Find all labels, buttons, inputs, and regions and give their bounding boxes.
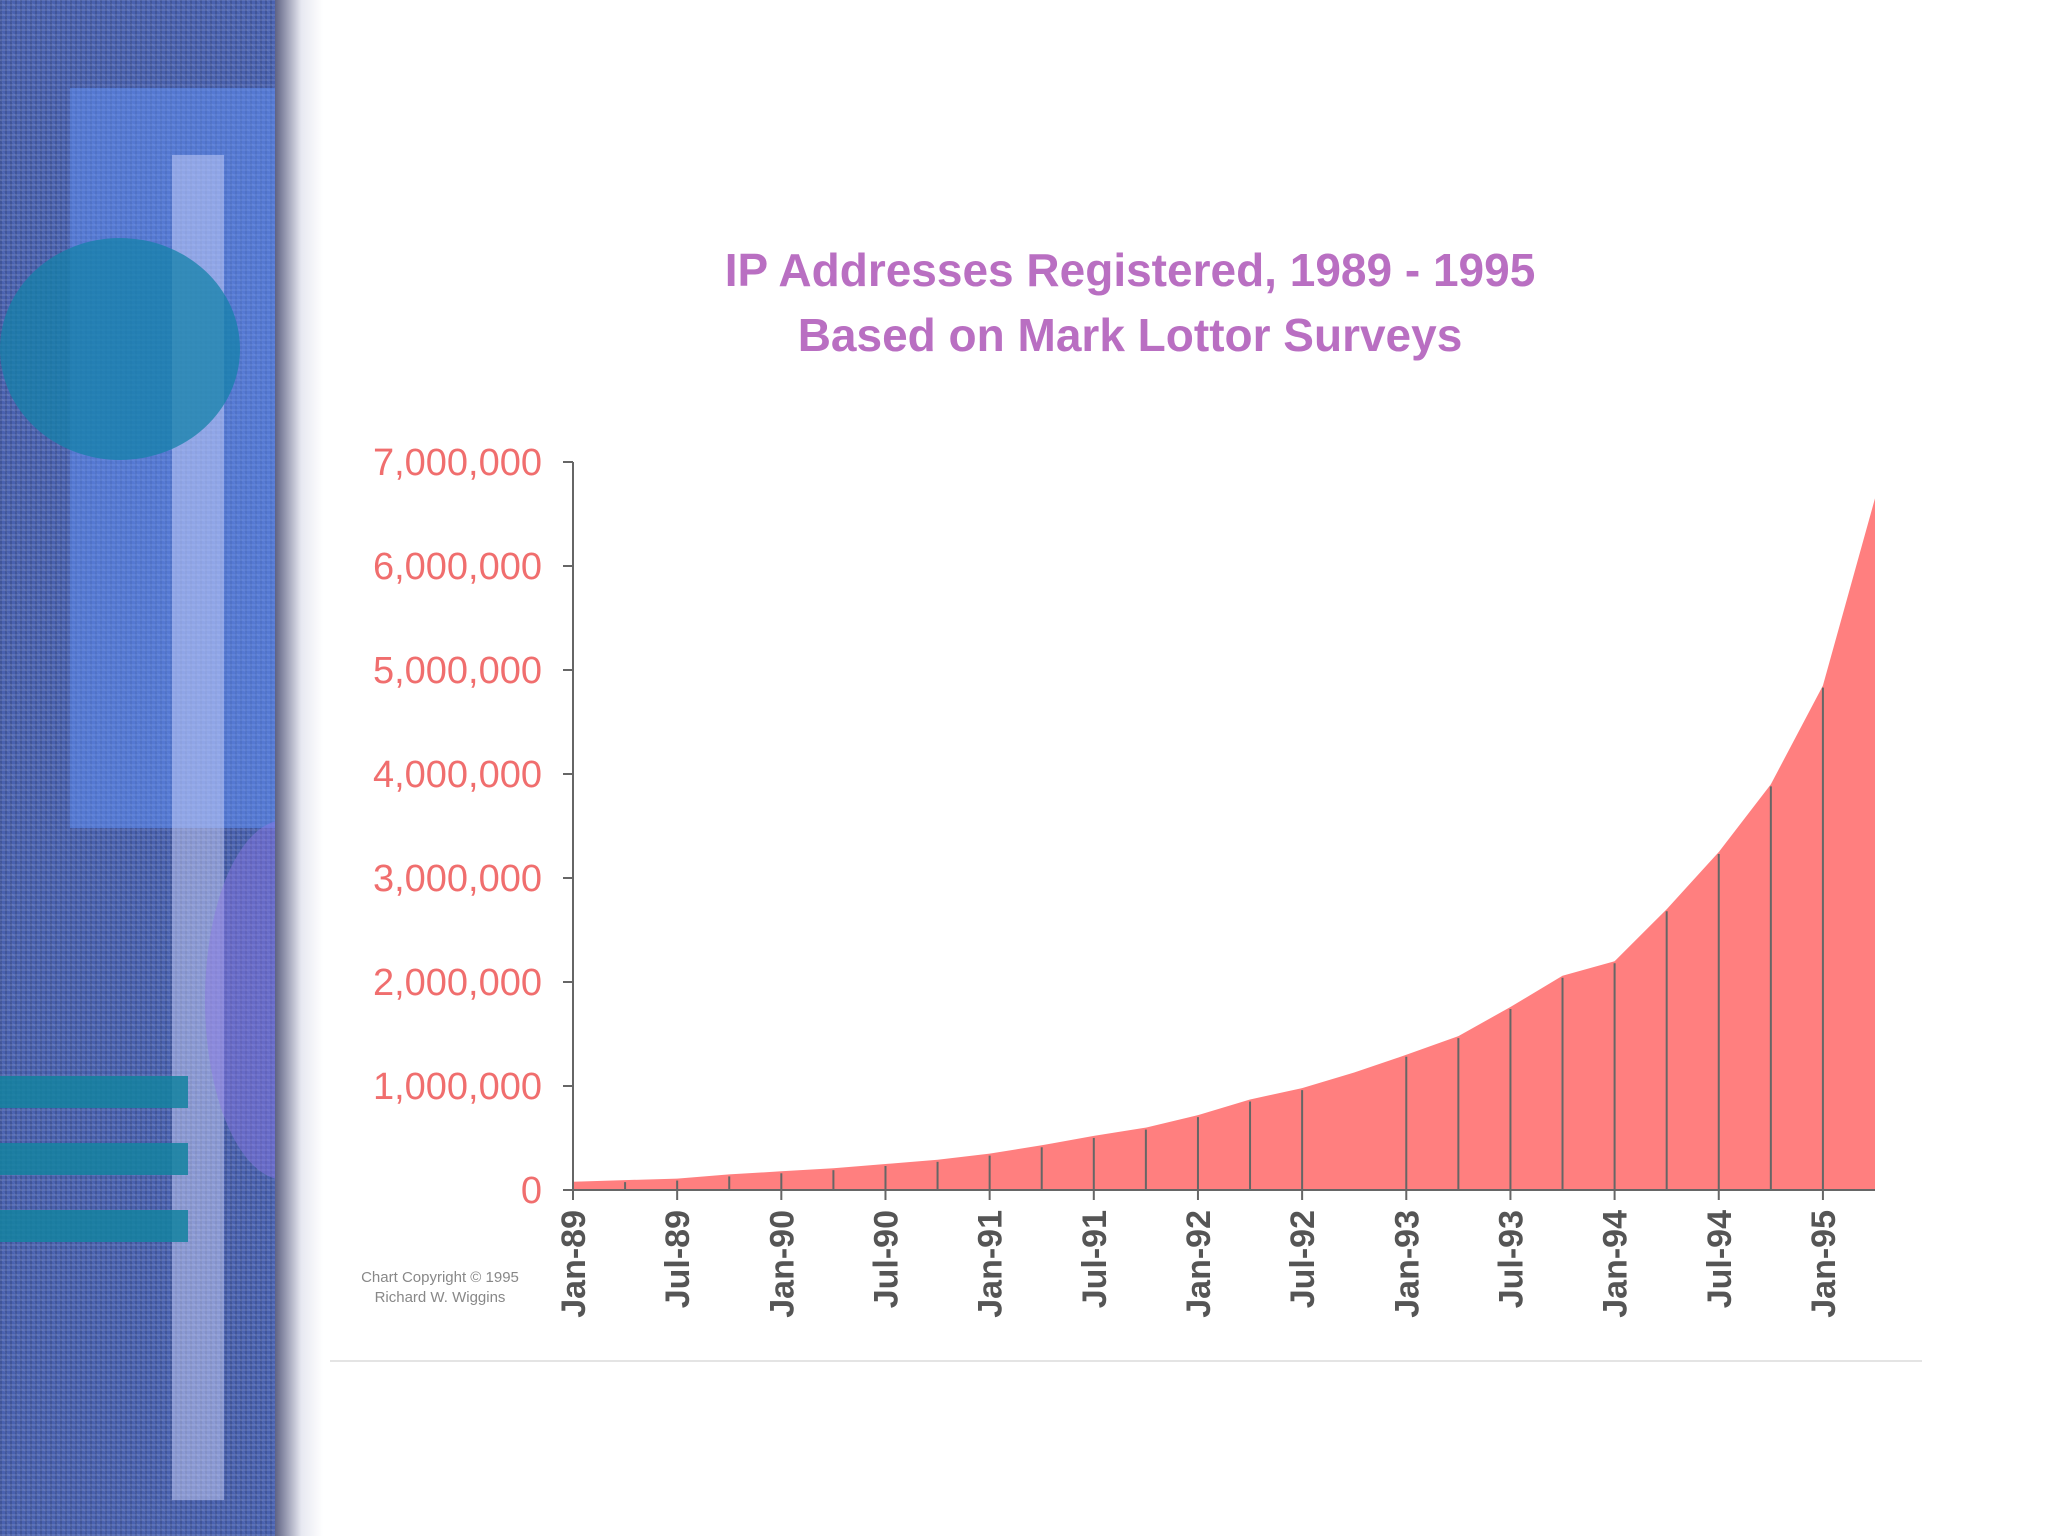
x-tick-label: Jul-92 xyxy=(1284,1210,1322,1308)
decorative-stripe xyxy=(0,1076,188,1108)
chart-copyright: Chart Copyright © 1995 Richard W. Wiggin… xyxy=(335,1268,545,1308)
decorative-stripe xyxy=(0,1210,188,1242)
y-tick-label: 1,000,000 xyxy=(373,1066,542,1108)
x-tick-label: Jan-91 xyxy=(972,1210,1010,1318)
x-tick-label: Jul-91 xyxy=(1076,1210,1114,1308)
y-tick-label: 2,000,000 xyxy=(373,962,542,1004)
copyright-line: Chart Copyright © 1995 xyxy=(361,1269,519,1286)
x-tick-label: Jul-90 xyxy=(867,1210,905,1308)
y-tick-label: 7,000,000 xyxy=(373,442,542,484)
x-tick-label: Jan-93 xyxy=(1388,1210,1426,1318)
x-tick-label: Jan-95 xyxy=(1805,1210,1843,1318)
sidebar-shadow xyxy=(275,0,323,1536)
chart-subtitle-line: Based on Mark Lottor Surveys xyxy=(797,309,1463,361)
x-tick-label: Jan-89 xyxy=(555,1210,593,1318)
chart-title-line: IP Addresses Registered, 1989 - 1995 xyxy=(724,244,1536,296)
y-tick-label: 4,000,000 xyxy=(373,754,542,796)
y-tick-label: 5,000,000 xyxy=(373,650,542,692)
x-tick-label: Jan-90 xyxy=(763,1210,801,1318)
y-tick-label: 6,000,000 xyxy=(373,546,542,588)
y-tick-label: 0 xyxy=(521,1170,542,1212)
area-series xyxy=(573,498,1875,1190)
decorative-stripe xyxy=(0,1143,188,1175)
decorative-sidebar xyxy=(0,0,275,1536)
x-tick-label: Jan-92 xyxy=(1180,1210,1218,1318)
footer-divider xyxy=(330,1360,1922,1362)
x-tick-label: Jan-94 xyxy=(1597,1210,1635,1318)
x-tick-label: Jul-89 xyxy=(659,1210,697,1308)
x-tick-label: Jul-94 xyxy=(1701,1210,1739,1308)
x-tick-label: Jul-93 xyxy=(1492,1210,1530,1308)
chart-title: IP Addresses Registered, 1989 - 1995 Bas… xyxy=(330,238,1930,368)
decorative-circle xyxy=(0,238,240,460)
y-tick-label: 3,000,000 xyxy=(373,858,542,900)
copyright-author: Richard W. Wiggins xyxy=(374,1289,506,1306)
